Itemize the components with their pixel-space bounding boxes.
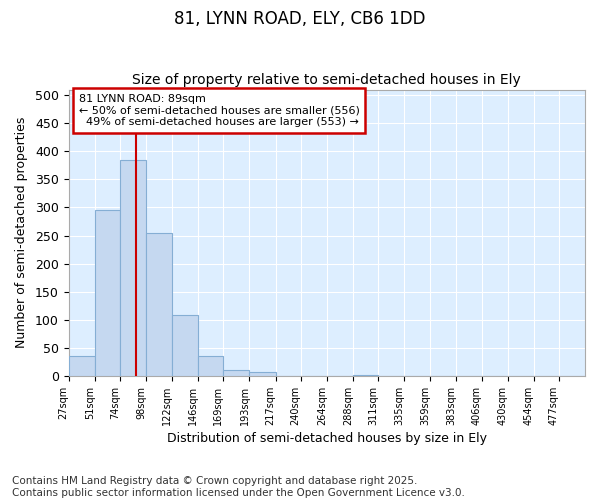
Bar	[223, 370, 250, 376]
Bar	[146, 233, 172, 376]
Bar	[95, 210, 120, 376]
Text: Contains HM Land Registry data © Crown copyright and database right 2025.
Contai: Contains HM Land Registry data © Crown c…	[12, 476, 465, 498]
Bar	[172, 316, 198, 376]
Text: 81, LYNN ROAD, ELY, CB6 1DD: 81, LYNN ROAD, ELY, CB6 1DD	[174, 10, 426, 28]
Y-axis label: Number of semi-detached properties: Number of semi-detached properties	[15, 117, 28, 348]
Bar	[68, 356, 95, 376]
X-axis label: Distribution of semi-detached houses by size in Ely: Distribution of semi-detached houses by …	[167, 432, 487, 445]
Title: Size of property relative to semi-detached houses in Ely: Size of property relative to semi-detach…	[133, 73, 521, 87]
Text: 81 LYNN ROAD: 89sqm
← 50% of semi-detached houses are smaller (556)
  49% of sem: 81 LYNN ROAD: 89sqm ← 50% of semi-detach…	[79, 94, 360, 127]
Bar	[198, 356, 223, 376]
Bar	[353, 375, 378, 376]
Bar	[120, 160, 146, 376]
Bar	[250, 372, 275, 376]
